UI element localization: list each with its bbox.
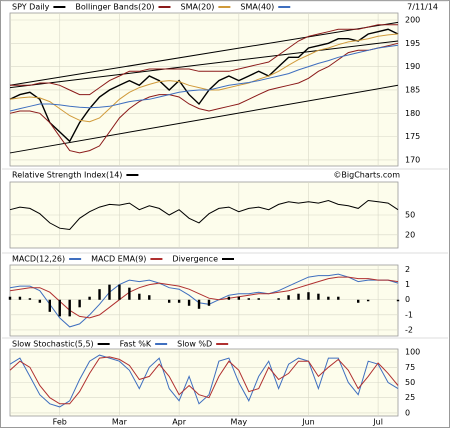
y-tick-label: 180: [405, 109, 420, 118]
series-line: [10, 24, 398, 96]
divergence-bar: [207, 299, 211, 306]
divergence-bar: [287, 295, 290, 300]
divergence-bar: [167, 299, 171, 303]
divergence-bar: [297, 293, 300, 300]
divergence-bar: [187, 299, 191, 306]
series-line: [9, 44, 399, 112]
legend-label: Divergence: [172, 255, 218, 264]
series-line: [9, 276, 399, 319]
divergence-bar: [247, 298, 250, 300]
legend-label: Slow Stochastic(5,5): [12, 340, 94, 349]
divergence-bar: [8, 296, 12, 300]
x-tick-label: Mar: [112, 418, 128, 427]
divergence-bar: [237, 296, 241, 300]
series-line: [9, 356, 399, 405]
y-tick-label: 50: [405, 211, 415, 220]
legend-label: MACD EMA(9): [91, 255, 146, 264]
plot-area: [9, 12, 399, 167]
series-line: [9, 28, 399, 143]
x-tick-label: Apr: [172, 418, 187, 427]
date-label: 7/11/14: [407, 3, 438, 12]
watermark: ©BigCharts.com: [333, 171, 400, 180]
x-tick-label: Feb: [53, 418, 67, 427]
divergence-bar: [78, 299, 81, 308]
y-tick-label: 195: [405, 39, 420, 48]
divergence-bar: [38, 299, 42, 303]
divergence-bar: [227, 296, 231, 300]
divergence-bar: [148, 295, 151, 300]
y-tick-label: 200: [405, 15, 420, 24]
divergence-bar: [396, 299, 400, 302]
trend-line: [9, 84, 399, 154]
legend-label: SPY Daily: [12, 3, 50, 12]
divergence-bar: [327, 296, 330, 300]
y-tick-label: 100: [405, 348, 420, 357]
series-line: [9, 354, 399, 408]
trend-line: [9, 40, 399, 89]
y-tick-label: 20: [405, 230, 415, 239]
series-line: [9, 33, 399, 123]
divergence-bar: [128, 287, 131, 300]
series-line: [9, 42, 399, 154]
y-tick-label: 75: [405, 363, 415, 372]
y-tick-label: 25: [405, 393, 415, 402]
divergence-bar: [366, 299, 370, 302]
divergence-bar: [68, 299, 71, 317]
x-tick-label: Jul: [372, 418, 383, 427]
y-tick-label: 0: [405, 295, 410, 304]
divergence-bar: [257, 298, 260, 300]
y-tick-label: -2: [405, 325, 413, 334]
x-tick-label: Jun: [301, 418, 315, 427]
y-tick-label: -1: [405, 310, 413, 319]
divergence-bar: [197, 299, 201, 309]
divergence-bar: [118, 284, 121, 300]
divergence-bar: [88, 296, 91, 300]
legend-label: Fast %K: [120, 340, 152, 349]
divergence-bar: [58, 299, 61, 317]
divergence-bar: [277, 298, 280, 300]
divergence-bar: [28, 298, 32, 300]
legend-label: Bollinger Bands(20): [75, 3, 154, 12]
y-tick-label: 1: [405, 280, 410, 289]
y-tick-label: 175: [405, 132, 420, 141]
x-tick-label: May: [231, 418, 248, 427]
legend-label: Relative Strength Index(14): [12, 171, 122, 180]
divergence-bar: [108, 284, 111, 300]
divergence-bar: [337, 296, 340, 300]
y-tick-label: 190: [405, 62, 420, 71]
y-tick-label: 185: [405, 85, 420, 94]
y-tick-label: 2: [405, 265, 410, 274]
divergence-bar: [138, 293, 141, 300]
y-tick-label: 0: [405, 408, 410, 417]
divergence-bar: [18, 296, 22, 300]
divergence-bar: [307, 292, 310, 300]
legend-label: Slow %D: [177, 340, 212, 349]
y-tick-label: 50: [405, 378, 415, 387]
y-tick-label: 170: [405, 155, 420, 164]
divergence-bar: [357, 299, 360, 303]
series-line: [9, 199, 399, 231]
legend-label: MACD(12,26): [12, 255, 65, 264]
divergence-bar: [98, 289, 101, 300]
divergence-bar: [48, 299, 51, 312]
trend-line: [9, 21, 399, 86]
series-line: [9, 273, 399, 328]
divergence-bar: [317, 293, 320, 300]
legend-label: SMA(20): [181, 3, 215, 12]
legend-label: SMA(40): [240, 3, 274, 12]
divergence-bar: [177, 299, 181, 303]
